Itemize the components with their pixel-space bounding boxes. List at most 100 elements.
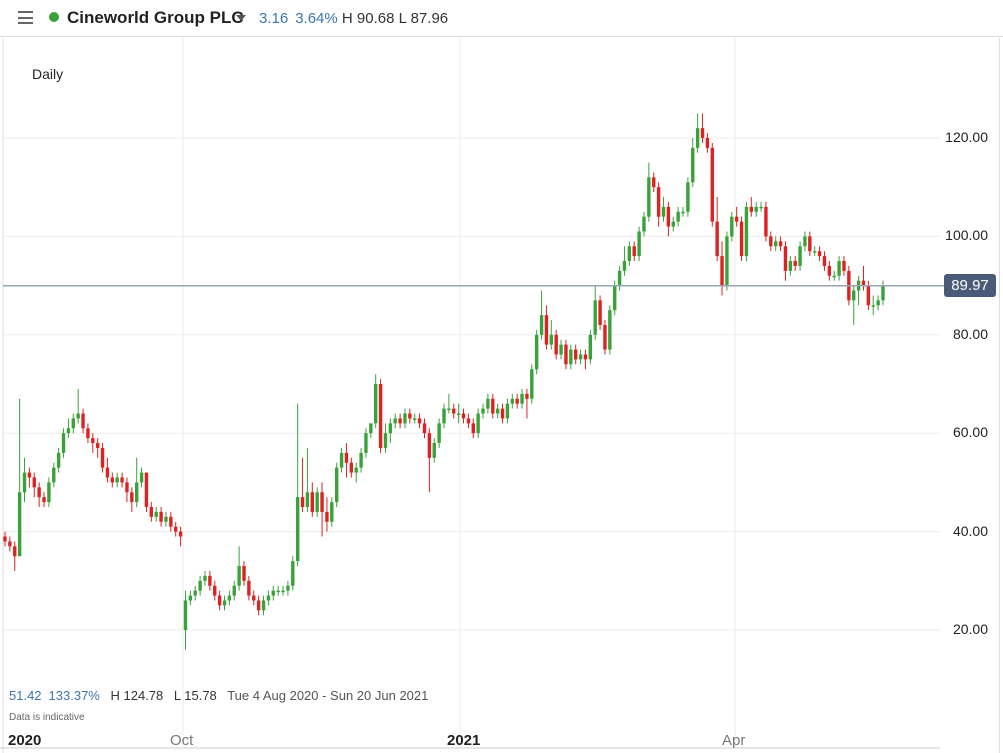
candle-body (42, 497, 46, 503)
y-tick-label: 20.00 (952, 621, 988, 637)
candle-body (642, 216, 646, 232)
y-tick-label: 80.00 (952, 325, 988, 342)
candle-body (247, 580, 251, 596)
candle-body (730, 216, 734, 237)
candle-body (866, 285, 871, 306)
candle-body (403, 413, 407, 424)
candle-body (798, 246, 802, 266)
candle-body (608, 310, 612, 350)
candle-body (295, 497, 300, 562)
candle-body (174, 526, 178, 532)
candle-body (242, 566, 246, 581)
candle-body (744, 206, 749, 257)
candle-body (8, 541, 12, 547)
candle-body (554, 334, 558, 355)
candle-body (408, 413, 412, 419)
candle-body (734, 216, 739, 222)
range-low: L 15.78 (173, 688, 217, 703)
candle-body (13, 546, 17, 557)
candle-body (378, 384, 383, 448)
chart-header: Cineworld Group PLC 3.16 3.64% H 90.68 L … (0, 0, 1003, 37)
candle-body (749, 206, 753, 212)
candle-body (76, 413, 80, 419)
candle-body (769, 236, 773, 247)
candle-body (822, 256, 827, 266)
candle-body (725, 236, 729, 286)
candle-body (534, 334, 539, 370)
candle-body (154, 511, 158, 517)
candle-body (232, 585, 236, 596)
range-change: 51.42 (9, 688, 42, 703)
candle-body (461, 413, 466, 419)
candle-body (432, 443, 436, 458)
candle-body (115, 477, 119, 483)
candle-body (354, 467, 358, 473)
candle-body (222, 600, 227, 606)
hamburger-menu-icon[interactable] (18, 11, 33, 24)
x-tick-label: 2021 (447, 732, 481, 749)
period-label: Daily (32, 66, 64, 82)
candle-body (617, 270, 622, 286)
candle-body (486, 398, 490, 409)
candle-body (671, 221, 675, 227)
candle-body (413, 418, 417, 420)
candle-body (71, 418, 75, 429)
candle-body (686, 182, 690, 212)
candle-body (86, 428, 90, 439)
candle-body (100, 447, 105, 468)
candle-body (803, 236, 807, 247)
candle-body (286, 585, 290, 591)
candle-body (37, 487, 41, 498)
candle-body (291, 561, 295, 586)
candle-body (481, 408, 485, 414)
candle-body (539, 315, 544, 335)
candle-body (364, 433, 368, 453)
candle-body (95, 443, 100, 448)
candle-body (715, 221, 719, 257)
date-range: Tue 4 Aug 2020 - Sun 20 Jun 2021 (227, 688, 429, 703)
candle-body (788, 261, 793, 271)
x-tick-label: Apr (722, 732, 746, 749)
candle-body (881, 285, 885, 301)
candle-body (388, 423, 393, 434)
candle-body (759, 206, 763, 209)
candle-body (66, 428, 71, 434)
candle-body (427, 433, 432, 458)
chevron-down-icon[interactable] (236, 15, 246, 21)
candle-body (652, 177, 656, 188)
candle-body (17, 492, 22, 557)
candle-body (861, 280, 866, 286)
x-tick-label: 2020 (8, 732, 42, 749)
candle-body (213, 585, 217, 596)
candle-body (793, 261, 797, 266)
candle-body (188, 595, 193, 601)
candle-body (344, 452, 349, 463)
candle-body (505, 403, 510, 419)
candle-body (144, 472, 149, 507)
candle-body (871, 305, 875, 307)
candle-body (593, 300, 597, 335)
candle-body (334, 467, 339, 503)
candle-body (217, 595, 222, 606)
candle-body (544, 315, 549, 345)
candle-body (676, 211, 680, 222)
candle-body (178, 531, 183, 537)
candle-body (276, 590, 280, 593)
candle-body (227, 595, 232, 601)
candle-body (656, 187, 661, 217)
candle-body (374, 384, 378, 424)
instrument-title[interactable]: Cineworld Group PLC (67, 8, 244, 27)
candle-body (832, 275, 836, 278)
candle-body (300, 497, 305, 507)
candle-body (637, 231, 641, 257)
candle-body (271, 590, 275, 596)
candle-body (91, 438, 95, 444)
candle-body (510, 398, 514, 404)
y-tick-label: 60.00 (952, 424, 988, 441)
candle-body (710, 147, 714, 222)
candle-body (383, 433, 388, 448)
range-stats: 51.42 133.37% H 124.78 L 15.78 Tue 4 Aug … (9, 688, 428, 703)
day-low: L 87.96 (398, 10, 449, 27)
candle-body (120, 477, 124, 483)
